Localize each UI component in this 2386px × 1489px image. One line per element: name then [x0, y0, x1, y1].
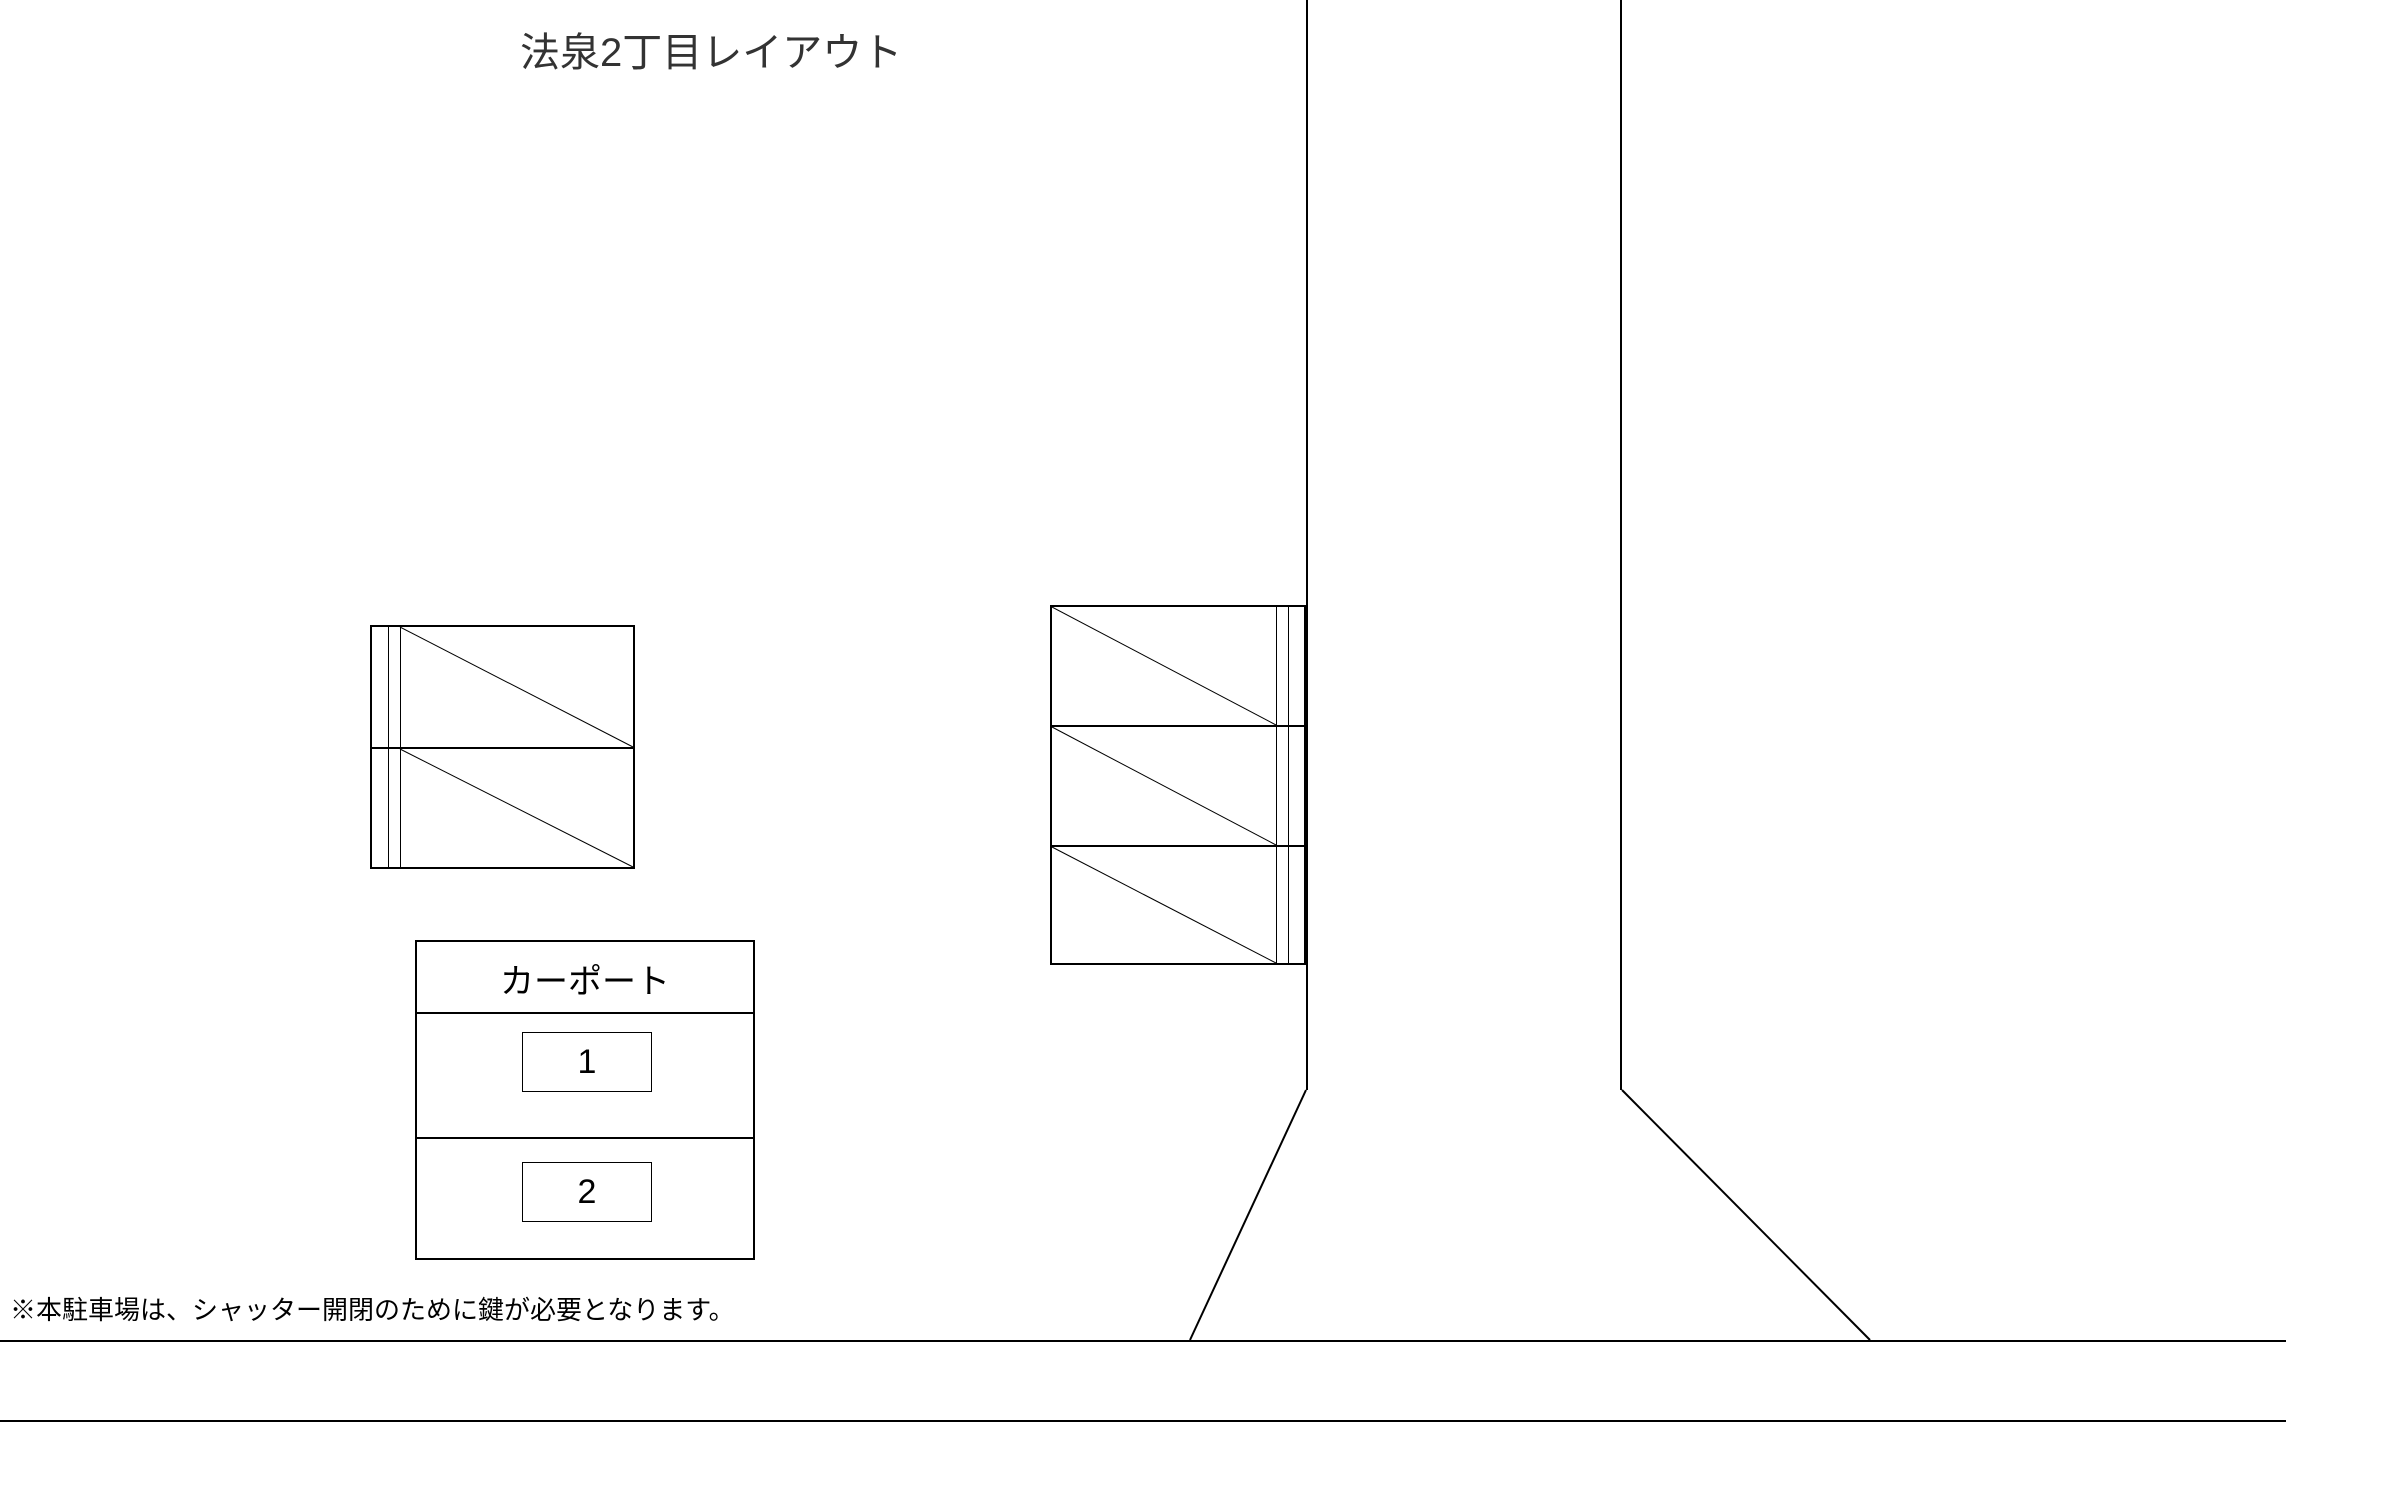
carport-slot-2-label: 2 [578, 1173, 597, 1212]
road-upper-edge [0, 1340, 2286, 1342]
building-block-right [1050, 605, 1306, 965]
building-block-left [370, 625, 635, 869]
carport-box: カーポート 1 2 [415, 940, 755, 1260]
carport-slot-1-label: 1 [578, 1043, 597, 1082]
road-lower-edge [0, 1420, 2286, 1422]
diagram-title: 法泉2丁目レイアウト [520, 20, 902, 78]
carport-slot-2: 2 [522, 1162, 652, 1222]
layout-canvas: 法泉2丁目レイアウト [0, 0, 2386, 1489]
carport-slot-1: 1 [522, 1032, 652, 1092]
road-right-vertical [1620, 0, 1622, 1090]
carport-header-label: カーポート [417, 954, 753, 1003]
footnote: ※本駐車場は、シャッター開閉のために鍵が必要となります。 [10, 1290, 735, 1327]
